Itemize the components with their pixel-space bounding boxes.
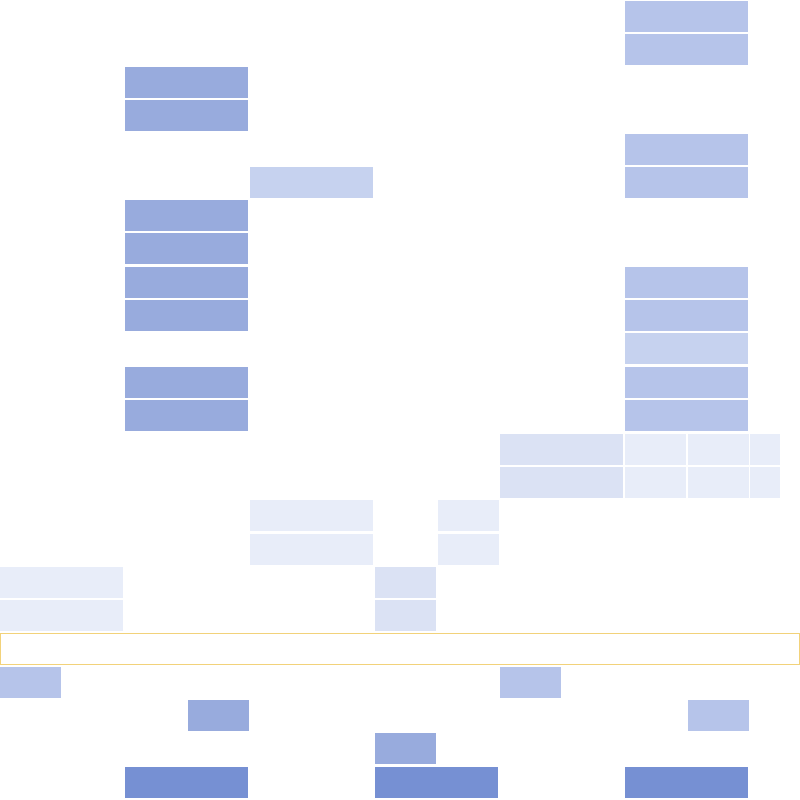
grid-cell[interactable]	[625, 434, 686, 465]
highlighted-row[interactable]	[0, 633, 800, 665]
grid-cell[interactable]	[625, 367, 748, 398]
grid-cell[interactable]	[625, 400, 748, 431]
grid-cell[interactable]	[375, 600, 436, 631]
grid-cell[interactable]	[250, 500, 373, 531]
grid-cell[interactable]	[188, 700, 249, 731]
grid-cell[interactable]	[250, 167, 373, 198]
grid-cell[interactable]	[125, 233, 248, 264]
grid-cell[interactable]	[500, 667, 561, 698]
grid-cell[interactable]	[0, 600, 123, 631]
grid-cell[interactable]	[250, 534, 373, 565]
grid-cell[interactable]	[125, 767, 248, 798]
grid-cell[interactable]	[438, 534, 499, 565]
grid-cell[interactable]	[500, 434, 623, 465]
grid-cell[interactable]	[125, 300, 248, 331]
grid-cell[interactable]	[125, 200, 248, 231]
grid-cell[interactable]	[625, 333, 748, 364]
grid-cell[interactable]	[688, 434, 749, 465]
grid-cell[interactable]	[688, 467, 749, 498]
grid-cell[interactable]	[375, 567, 436, 598]
grid-cell[interactable]	[438, 500, 499, 531]
grid-cell[interactable]	[625, 167, 748, 198]
grid-cell[interactable]	[688, 700, 749, 731]
grid-cell[interactable]	[125, 67, 248, 98]
grid-cell[interactable]	[625, 767, 748, 798]
grid-cell[interactable]	[125, 367, 248, 398]
grid-cell[interactable]	[125, 400, 248, 431]
grid-cell[interactable]	[625, 267, 748, 298]
grid-cell[interactable]	[625, 467, 686, 498]
grid-cell[interactable]	[0, 667, 61, 698]
grid-cell[interactable]	[625, 134, 748, 165]
grid-cell[interactable]	[500, 467, 623, 498]
grid-cell[interactable]	[625, 300, 748, 331]
grid-cell[interactable]	[375, 733, 436, 764]
grid-cell[interactable]	[125, 100, 248, 131]
grid-cell[interactable]	[375, 767, 498, 798]
grid-cell[interactable]	[750, 467, 780, 498]
grid-cell[interactable]	[0, 567, 123, 598]
grid-cell[interactable]	[750, 434, 780, 465]
grid-cell[interactable]	[625, 34, 748, 65]
grid-cell[interactable]	[125, 267, 248, 298]
grid-cell[interactable]	[625, 1, 748, 32]
